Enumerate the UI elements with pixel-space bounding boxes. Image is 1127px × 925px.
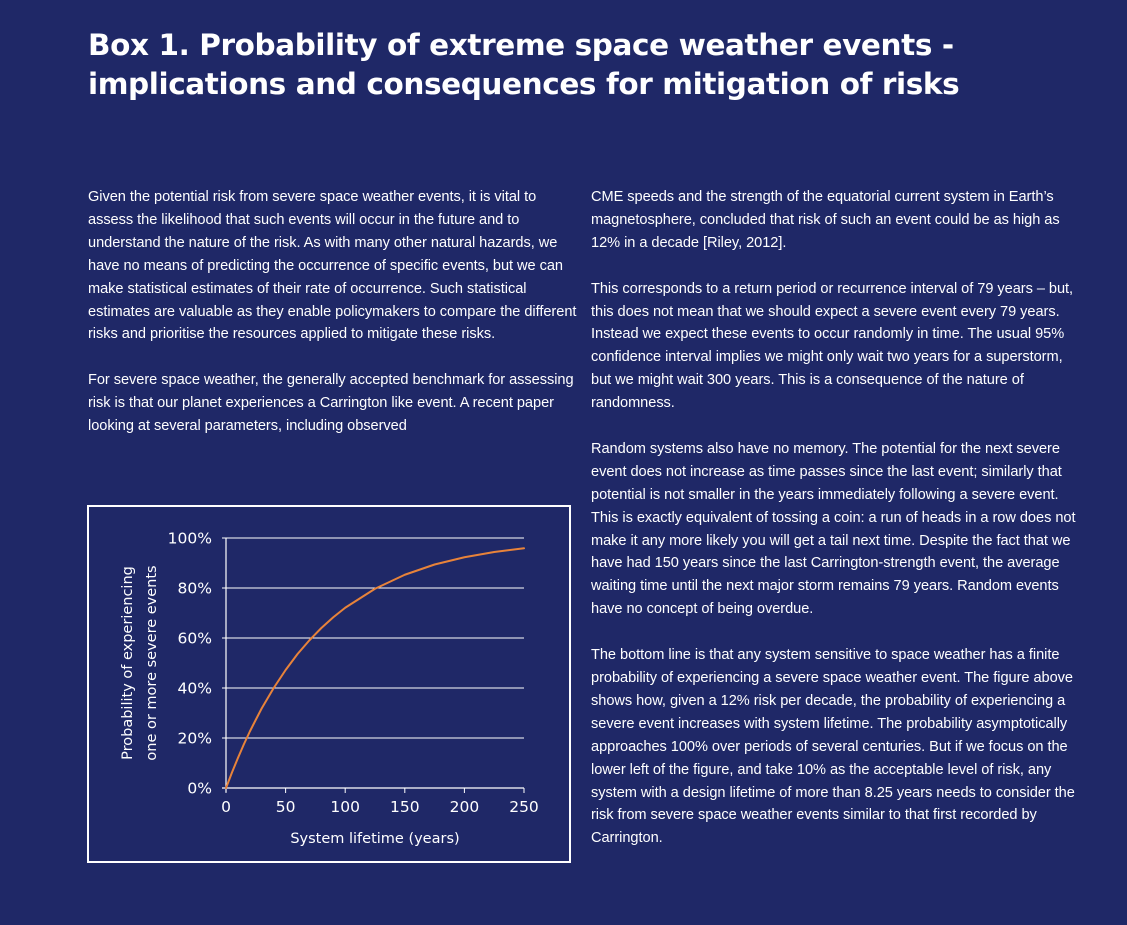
x-tick-label: 100 — [330, 798, 360, 816]
y-axis-label-line-2: one or more severe events — [144, 565, 160, 760]
box-title-line-1: Box 1. Probability of extreme space weat… — [88, 28, 954, 62]
x-axis-label: System lifetime (years) — [290, 831, 459, 847]
paragraph-benchmark: For severe space weather, the generally … — [88, 372, 574, 435]
y-axis-label-line-1: Probability of experiencing — [120, 566, 136, 760]
x-tick-label: 250 — [509, 798, 539, 816]
y-tick-label: 0% — [187, 780, 212, 798]
series-line-0 — [225, 547, 525, 789]
paragraph-riley-risk: CME speeds and the strength of the equat… — [591, 189, 1060, 251]
x-tick-label: 200 — [450, 798, 480, 816]
grid-lines — [226, 537, 524, 739]
left-column: Given the potential risk from severe spa… — [88, 186, 580, 461]
y-tick-label: 80% — [178, 580, 212, 598]
chart-axes — [222, 538, 524, 792]
y-tick-label: 100% — [168, 530, 212, 548]
series-layer — [225, 547, 525, 789]
y-tick-label: 40% — [178, 680, 212, 698]
x-tick-label: 0 — [221, 798, 231, 816]
probability-figure: 0% 20% 40% 60% 80% 100% 0 50 100 150 200 250 Syste… — [87, 505, 571, 863]
x-tick-label: 150 — [390, 798, 420, 816]
paragraph-no-memory: Random systems also have no memory. The … — [591, 440, 1076, 618]
right-column: CME speeds and the strength of the equat… — [591, 186, 1081, 873]
y-tick-labels: 0% 20% 40% 60% 80% 100% — [168, 530, 226, 798]
paragraph-risk-assessment: Given the potential risk from severe spa… — [88, 189, 577, 343]
y-tick-label: 20% — [178, 730, 212, 748]
probability-chart: 0% 20% 40% 60% 80% 100% 0 50 100 150 200 250 Syste… — [120, 530, 539, 848]
y-tick-label: 60% — [178, 630, 212, 648]
x-tick-label: 50 — [276, 798, 296, 816]
box-title-line-2: implications and consequences for mitiga… — [88, 67, 960, 101]
x-tick-labels: 0 50 100 150 200 250 — [221, 788, 539, 816]
paragraph-bottom-line: The bottom line is that any system sensi… — [591, 647, 1075, 847]
paragraph-return-period: This corresponds to a return period or r… — [591, 280, 1074, 412]
box-title: Box 1. Probability of extreme space weat… — [88, 26, 1068, 104]
